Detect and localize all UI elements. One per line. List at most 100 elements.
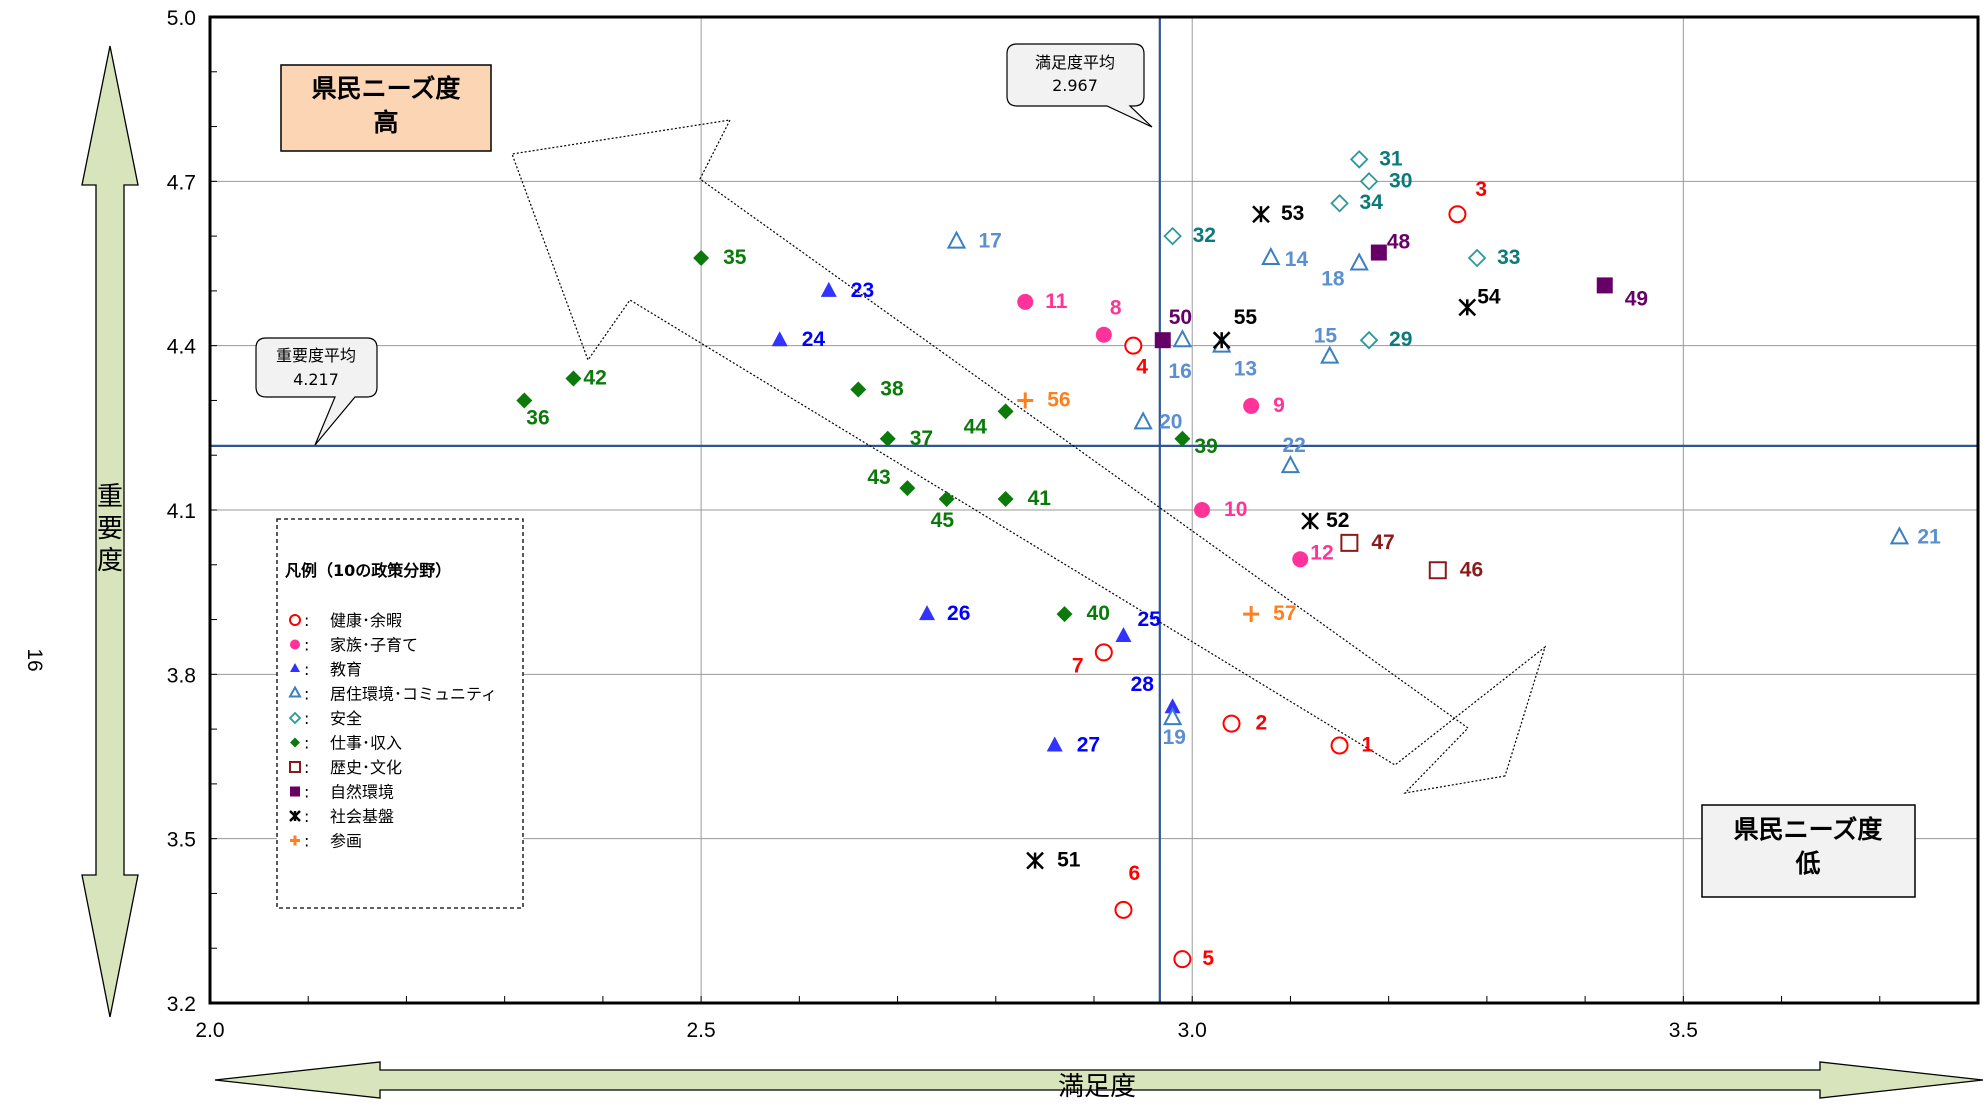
legend-label: 歴史･文化 — [330, 758, 402, 777]
y-tick-label: 5.0 — [167, 7, 196, 30]
data-point-3 — [1448, 205, 1467, 224]
data-point-10 — [1194, 502, 1211, 518]
data-label-48: 48 — [1387, 231, 1411, 254]
data-point-53 — [1252, 205, 1270, 224]
data-label-34: 34 — [1360, 191, 1384, 214]
data-label-53: 53 — [1281, 202, 1304, 225]
legend-colon: : — [304, 636, 309, 655]
data-point-7 — [1094, 643, 1113, 662]
legend: 凡例（10の政策分野） : 健康･余暇: 家族･子育て: 教育: 居住環境･コミュニティ… — [276, 518, 524, 909]
data-label-39: 39 — [1194, 435, 1217, 458]
data-label-30: 30 — [1389, 169, 1412, 192]
legend-entry: : 自然環境 — [290, 783, 394, 802]
legend-entry: : 健康･余暇 — [289, 611, 402, 630]
y-axis-double-arrow — [81, 45, 139, 1018]
data-point-49 — [1596, 277, 1613, 294]
quadrant-low-box: 県民ニーズ度 低 — [1701, 804, 1916, 898]
legend-label: 居住環境･コミュニティ — [330, 685, 497, 704]
data-label-24: 24 — [802, 328, 826, 351]
legend-label: 仕事･収入 — [330, 734, 402, 753]
data-point-55 — [1212, 331, 1231, 350]
legend-entry: : 教育 — [290, 660, 362, 679]
data-label-35: 35 — [723, 246, 747, 269]
satisfaction-average-callout: 満足度平均 2.967 — [1006, 43, 1153, 128]
legend-label: 社会基盤 — [330, 807, 394, 826]
legend-label: 健康･余暇 — [330, 611, 402, 630]
data-point-20 — [1133, 411, 1153, 430]
data-point-11 — [1017, 293, 1034, 310]
average-lines — [210, 17, 1978, 1003]
importance-average-callout: 重要度平均 4.217 — [255, 337, 378, 446]
data-point-23 — [820, 281, 837, 297]
quadrant-low-line2: 低 — [1794, 849, 1820, 878]
data-label-38: 38 — [880, 377, 904, 400]
page-number: 16 — [23, 648, 46, 671]
data-point-5 — [1173, 950, 1192, 969]
data-point-19 — [1162, 707, 1183, 726]
data-label-23: 23 — [851, 279, 874, 302]
y-tick-label: 4.4 — [167, 336, 197, 359]
data-label-1: 1 — [1362, 734, 1374, 757]
data-point-22 — [1280, 455, 1301, 474]
data-label-46: 46 — [1460, 558, 1483, 581]
legend-colon: : — [304, 758, 309, 777]
legend-colon: : — [304, 783, 309, 802]
data-point-45 — [938, 491, 955, 508]
data-label-36: 36 — [526, 406, 549, 429]
data-point-39 — [1174, 430, 1191, 447]
data-point-50 — [1154, 332, 1171, 349]
legend-marker — [289, 614, 301, 626]
data-point-9 — [1243, 397, 1260, 414]
data-point-51 — [1026, 851, 1044, 870]
data-point-44 — [997, 403, 1014, 420]
data-point-43 — [899, 480, 916, 497]
data-label-42: 42 — [583, 367, 606, 390]
legend-entry: : 居住環境･コミュニティ — [288, 685, 497, 704]
data-point-2 — [1222, 714, 1241, 733]
data-label-37: 37 — [910, 427, 933, 450]
data-label-11: 11 — [1045, 290, 1068, 313]
data-point-57 — [1243, 606, 1260, 623]
data-label-52: 52 — [1326, 509, 1349, 532]
data-label-14: 14 — [1285, 248, 1309, 271]
data-point-52 — [1301, 512, 1319, 530]
data-label-2: 2 — [1256, 712, 1268, 735]
data-label-28: 28 — [1131, 673, 1155, 696]
data-point-31 — [1349, 150, 1369, 169]
y-tick-label: 4.7 — [167, 171, 196, 194]
data-label-29: 29 — [1389, 328, 1412, 351]
legend-colon: : — [304, 611, 309, 630]
legend-colon: : — [304, 734, 309, 753]
legend-marker — [288, 711, 302, 725]
data-label-13: 13 — [1234, 358, 1257, 381]
data-label-40: 40 — [1087, 602, 1110, 625]
quadrant-high-line2: 高 — [373, 108, 398, 137]
data-label-33: 33 — [1497, 246, 1520, 269]
x-tick-label: 3.0 — [1178, 1019, 1207, 1042]
data-label-47: 47 — [1371, 531, 1394, 554]
legend-entry: : 歴史･文化 — [289, 758, 402, 777]
data-label-54: 54 — [1477, 285, 1501, 308]
legend-label: 安全 — [330, 709, 362, 728]
legend-colon: : — [304, 709, 309, 728]
legend-label: 自然環境 — [330, 783, 394, 802]
legend-marker — [290, 663, 300, 672]
legend-marker — [289, 761, 301, 773]
quadrant-high-box: 県民ニーズ度 高 — [280, 64, 492, 152]
legend-label: 参画 — [330, 832, 362, 851]
data-point-36 — [516, 392, 533, 409]
quadrant-low-line1: 県民ニーズ度 — [1734, 815, 1883, 844]
data-label-19: 19 — [1163, 726, 1186, 749]
legend-entry: : 社会基盤 — [289, 807, 394, 826]
x-axis-double-arrow — [214, 1061, 1984, 1099]
legend-colon: : — [304, 807, 309, 826]
data-point-15 — [1320, 345, 1340, 364]
data-point-17 — [946, 230, 967, 249]
data-point-54 — [1458, 298, 1477, 317]
data-point-29 — [1359, 330, 1379, 350]
legend-marker — [290, 737, 300, 748]
data-point-12 — [1292, 551, 1309, 568]
quadrant-high-line1: 県民ニーズ度 — [312, 74, 461, 103]
data-label-31: 31 — [1379, 147, 1403, 170]
data-point-27 — [1046, 736, 1063, 752]
